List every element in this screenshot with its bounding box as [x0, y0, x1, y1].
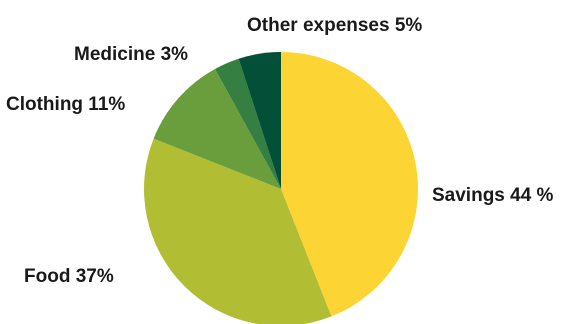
pie-slice-medicine: [215, 58, 281, 190]
pie-slices: [144, 52, 418, 324]
pie-slice-other-expenses: [238, 52, 281, 189]
pie-slice-savings: [281, 52, 418, 317]
pie-labels: Savings 44 % Food 37% Clothing 11% Medic…: [6, 15, 554, 287]
slice-label-food: Food 37%: [24, 266, 114, 287]
slice-label-medicine: Medicine 3%: [74, 44, 188, 65]
pie-slice-clothing: [153, 68, 281, 189]
slice-label-other-expenses: Other expenses 5%: [247, 15, 422, 36]
slice-label-clothing: Clothing 11%: [6, 94, 125, 115]
slice-label-savings: Savings 44 %: [432, 185, 554, 206]
pie-slice-food: [144, 138, 332, 324]
